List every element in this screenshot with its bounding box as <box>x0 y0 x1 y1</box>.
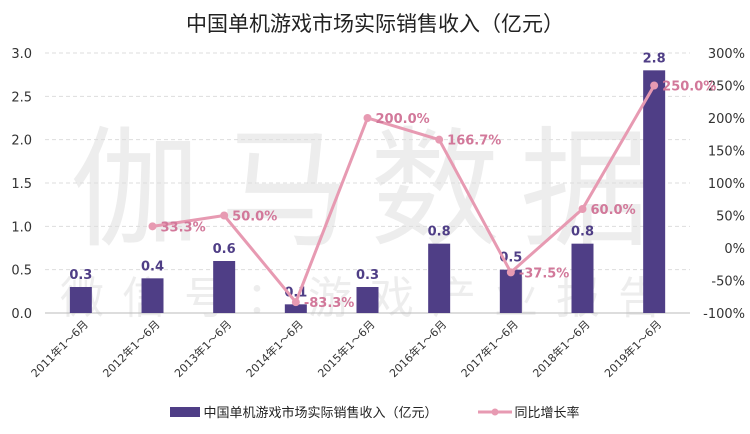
y-left-tick-label: 1.0 <box>11 220 32 235</box>
x-tick-label: 2012年1～6月 <box>100 317 163 380</box>
legend-swatch-bar <box>170 406 201 417</box>
chart-title: 中国单机游戏市场实际销售收入（亿元） <box>186 12 564 36</box>
y-right-tick-label: -100% <box>703 307 745 322</box>
bar-data-label: 2.8 <box>643 51 666 66</box>
y-right-tick-label: 250% <box>708 80 745 95</box>
bar <box>284 304 307 313</box>
y-right-tick-label: 50% <box>716 210 745 225</box>
x-tick-label: 2013年1～6月 <box>171 317 234 380</box>
y-left-tick-label: 0.5 <box>11 264 32 279</box>
y-left-tick-label: 2.5 <box>11 90 32 105</box>
bar <box>571 243 594 313</box>
bar <box>499 269 522 313</box>
bar <box>141 278 164 313</box>
line-data-label: -83.3% <box>304 296 355 311</box>
x-tick-label: 2015年1～6月 <box>315 317 378 380</box>
line-point <box>291 298 300 307</box>
line-data-label: 33.3% <box>161 220 206 235</box>
growth-line <box>152 84 656 306</box>
line-point <box>220 211 229 220</box>
bar <box>356 287 379 313</box>
legend-label-line: 同比增长率 <box>514 406 580 421</box>
x-tick-label: 2014年1～6月 <box>243 317 306 380</box>
line-point <box>363 114 372 122</box>
bar-data-label: 0.3 <box>356 268 379 283</box>
legend-label-bar: 中国单机游戏市场实际销售收入（亿元） <box>203 406 438 421</box>
y-left-tick-label: 0.0 <box>11 307 32 322</box>
bar-data-label: 0.3 <box>69 268 92 283</box>
bar <box>643 70 666 313</box>
y-right-tick-label: 0% <box>724 242 745 257</box>
line-data-label: -37.5% <box>519 266 570 281</box>
line-data-label: 200.0% <box>376 112 430 127</box>
y-left-tick-label: 2.0 <box>11 134 32 149</box>
x-tick-label: 2016年1～6月 <box>386 317 449 380</box>
line-data-label: 50.0% <box>232 210 277 225</box>
line-point <box>506 268 515 277</box>
y-left-tick-label: 3.0 <box>11 47 32 62</box>
x-tick-label: 2019年1～6月 <box>601 317 664 380</box>
line-point <box>148 222 157 231</box>
bar <box>213 261 236 313</box>
bar <box>428 243 451 313</box>
x-tick-label: 2018年1～6月 <box>530 317 593 380</box>
line-data-label: 166.7% <box>447 134 501 149</box>
bar-data-label: 0.4 <box>141 259 164 274</box>
legend-swatch-line <box>477 408 512 415</box>
y-right-tick-label: -50% <box>711 275 745 290</box>
line-point <box>435 135 444 144</box>
bar <box>69 287 92 313</box>
y-right-tick-label: 150% <box>708 145 745 160</box>
bar-data-label: 0.8 <box>571 225 594 240</box>
line-data-label: 250.0% <box>662 80 716 95</box>
line-point <box>650 81 659 90</box>
legend-item-line[interactable]: 同比增长率 <box>477 402 580 421</box>
y-right-tick-label: 300% <box>708 47 745 62</box>
y-right-tick-label: 200% <box>708 112 745 127</box>
y-right-tick-label: 100% <box>708 177 745 192</box>
line-point <box>578 205 587 213</box>
bar-data-label: 0.6 <box>213 242 236 257</box>
y-left-tick-label: 1.5 <box>11 177 32 192</box>
legend-item-bar[interactable]: 中国单机游戏市场实际销售收入（亿元） <box>170 402 438 421</box>
x-tick-label: 2011年1～6月 <box>28 317 91 380</box>
bar-data-label: 0.8 <box>428 225 451 240</box>
line-data-label: 60.0% <box>591 203 636 218</box>
legend: 中国单机游戏市场实际销售收入（亿元） 同比增长率 <box>0 402 750 421</box>
x-tick-label: 2017年1～6月 <box>458 317 521 380</box>
